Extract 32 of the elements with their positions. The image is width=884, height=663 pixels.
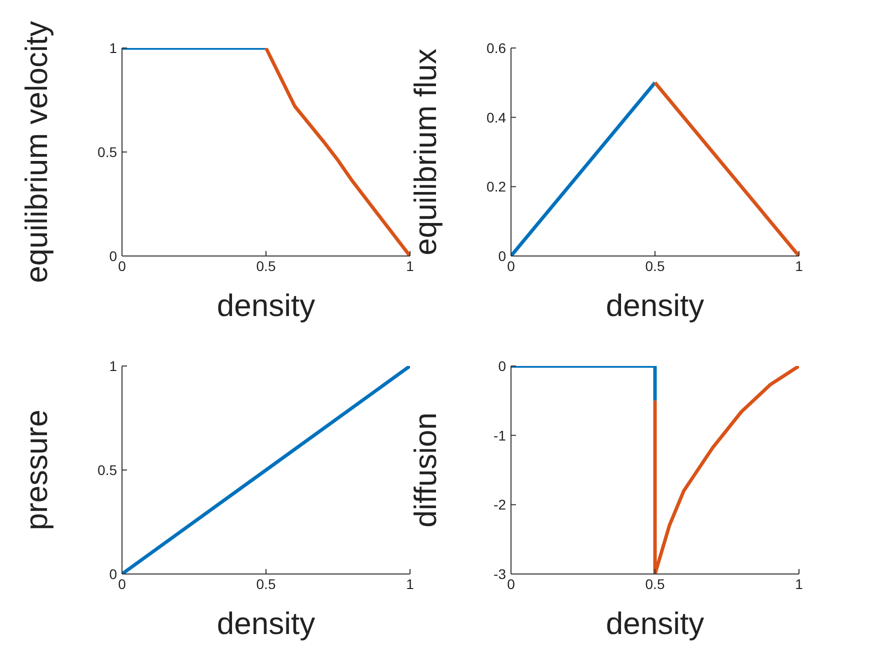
y-tick-label: 0 [109,566,118,582]
y-tick-label: 0.5 [98,462,118,478]
y-tick-label: 0.4 [486,109,506,126]
y-tick-label: 0.6 [486,40,506,56]
y-axis-title: equilibrium velocity [19,20,54,283]
y-axis-title: equilibrium flux [408,48,444,256]
x-tick-label: 1 [795,576,804,592]
x-tick-label: 0.5 [645,258,665,274]
y-axis-title: pressure [19,410,54,530]
x-axis-title: density [216,606,316,641]
line-series [264,48,410,256]
x-tick-label: 0.5 [645,576,665,592]
x-tick-label: 0.5 [256,258,276,274]
y-tick-label: 0 [109,248,118,264]
y-tick-label: 0.5 [98,144,118,160]
y-tick-label: 1 [109,40,118,56]
line-series [653,366,799,574]
x-tick-label: 1 [795,258,804,274]
x-tick-label: 0.5 [256,576,276,592]
y-tick-label: -2 [494,496,506,513]
y-tick-label: 0.2 [486,178,506,195]
y-axis-title: diffusion [408,412,444,528]
y-tick-label: 0 [498,358,506,374]
x-axis-title: density [216,288,316,323]
y-tick-label: -3 [494,566,506,582]
y-tick-label: -1 [494,427,506,444]
x-axis-title: density [606,288,705,323]
x-axis-title: density [606,606,705,641]
y-tick-label: 0 [498,248,506,264]
x-tick-label: 1 [406,258,414,274]
y-tick-label: 1 [109,358,118,374]
x-tick-label: 1 [406,576,414,592]
